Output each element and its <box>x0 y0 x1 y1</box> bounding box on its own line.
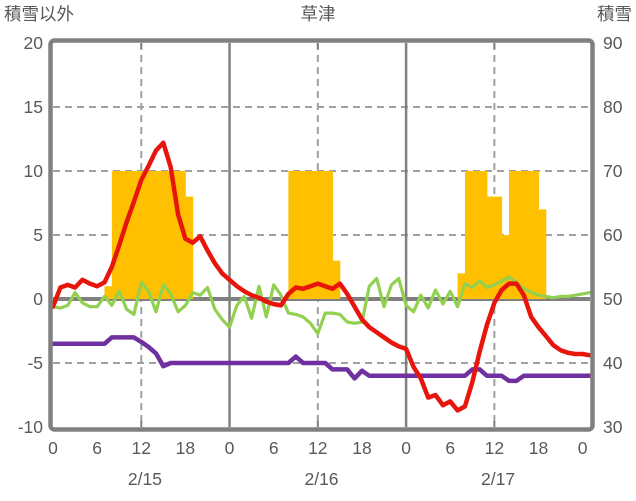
snow-bar <box>170 171 179 299</box>
chart-title: 草津 <box>300 4 336 24</box>
snow-bar <box>509 171 517 299</box>
snow-bar <box>295 171 304 299</box>
snow-bar <box>457 273 466 299</box>
right-axis-tick-label: 60 <box>603 225 623 245</box>
snow-bar <box>501 235 510 299</box>
snow-bar <box>185 196 194 299</box>
snow-bar <box>464 171 473 299</box>
right-axis-tick-label: 70 <box>603 161 623 181</box>
snow-bar <box>163 171 172 299</box>
right-axis-tick-label: 90 <box>603 33 623 53</box>
snow-bar <box>538 209 547 299</box>
snow-bar <box>523 171 532 299</box>
x-axis-hour-label: 12 <box>308 438 327 458</box>
snow-bar <box>494 196 503 299</box>
right-axis-tick-label: 50 <box>603 289 623 309</box>
snow-bar <box>104 286 113 299</box>
left-axis-tick-label: 5 <box>33 225 43 245</box>
snow-bar <box>472 171 481 299</box>
snow-bar <box>516 171 525 299</box>
left-axis-tick-label: -5 <box>27 353 43 373</box>
x-axis-hour-label: 12 <box>485 438 504 458</box>
red-line <box>50 140 593 413</box>
x-axis-hour-label: 0 <box>225 438 235 458</box>
x-axis-date-label: 2/15 <box>128 469 162 489</box>
green-line <box>51 275 592 336</box>
snow-bar <box>487 196 495 299</box>
snow-bar <box>317 171 326 299</box>
right-axis-tick-label: 40 <box>603 353 623 373</box>
snow-bar <box>310 171 319 299</box>
snow-bar <box>148 171 157 299</box>
plot-border <box>48 38 595 432</box>
snow-bar <box>288 171 297 299</box>
snow-bar <box>332 260 341 299</box>
x-axis-hour-label: 0 <box>401 438 411 458</box>
left-axis-tick-label: 10 <box>24 161 44 181</box>
left-axis-tick-label: 20 <box>24 33 44 53</box>
right-axis-tick-label: 30 <box>603 417 623 437</box>
x-axis-hour-label: 18 <box>176 438 195 458</box>
x-axis-hour-label: 6 <box>92 438 102 458</box>
left-axis-title: 積雪以外 <box>4 4 74 24</box>
x-axis-hour-label: 12 <box>132 438 151 458</box>
left-axis-tick-label: -10 <box>18 417 44 437</box>
snow-bar <box>155 171 164 299</box>
x-axis-date-label: 2/17 <box>481 469 515 489</box>
right-axis-tick-label: 80 <box>603 97 623 117</box>
x-axis-hour-label: 18 <box>352 438 371 458</box>
snow-bar <box>126 171 135 299</box>
x-axis-hour-label: 6 <box>445 438 455 458</box>
x-axis-date-label: 2/16 <box>304 469 338 489</box>
x-axis-hour-label: 18 <box>529 438 548 458</box>
left-axis-tick-label: 0 <box>33 289 43 309</box>
right-axis-title: 積雪 <box>597 4 632 24</box>
x-axis-hour-label: 6 <box>269 438 279 458</box>
left-axis-tick-label: 15 <box>24 97 43 117</box>
x-axis-hour-label: 0 <box>48 438 58 458</box>
snow-bar <box>531 171 539 299</box>
snow-bar <box>111 171 120 299</box>
x-axis-hour-label: 0 <box>578 438 588 458</box>
snow-bar <box>479 171 488 299</box>
snow-bar <box>141 171 150 299</box>
snow-bar <box>303 171 311 299</box>
snow-bar <box>133 171 142 299</box>
snow-bar <box>325 171 333 299</box>
purple-line <box>50 335 593 384</box>
